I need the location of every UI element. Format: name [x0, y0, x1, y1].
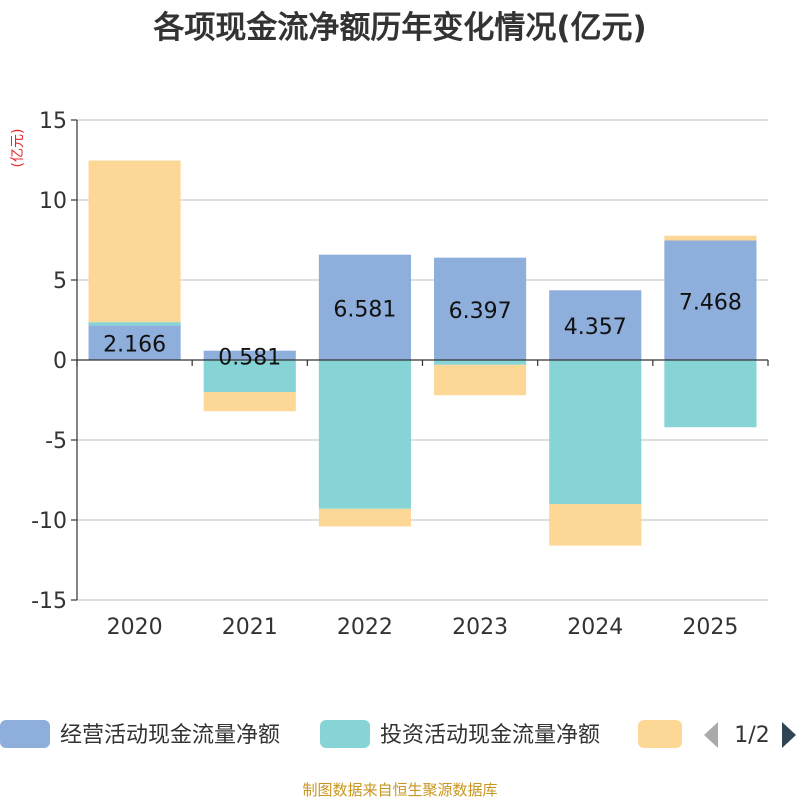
legend-label-investing[interactable]: 投资活动现金流量净额: [380, 723, 600, 748]
y-tick-label: 0: [53, 349, 67, 374]
axes: 15 10 5 0 -5 -10 -15 2020 2021 2022 2023 2024 2025: [31, 109, 769, 640]
legend-swatch-investing[interactable]: [320, 720, 370, 748]
legend: 经营活动现金流量净额 投资活动现金流量净额 1/2: [0, 720, 796, 748]
y-tick-label: 10: [39, 189, 67, 214]
gridlines: [77, 119, 768, 601]
legend-swatch-financing[interactable]: [638, 720, 682, 748]
bar-operating-2022[interactable]: [318, 254, 411, 360]
bar-operating-2021[interactable]: [203, 350, 296, 360]
x-tick-label: 2023: [452, 615, 508, 640]
bar-operating-2025[interactable]: [664, 240, 757, 360]
legend-swatch-operating[interactable]: [0, 720, 50, 748]
data-label: 2.166: [103, 333, 166, 358]
chart-title: 各项现金流净额历年变化情况(亿元): [152, 10, 646, 46]
x-tick-label: 2022: [337, 615, 393, 640]
bar-investing-2020[interactable]: [88, 322, 181, 326]
bar-financing-2021[interactable]: [203, 392, 296, 412]
data-label: 7.468: [679, 290, 742, 315]
bars: [88, 160, 757, 546]
y-tick-label: -10: [31, 509, 67, 534]
bar-investing-2025[interactable]: [664, 360, 757, 428]
bar-financing-2022[interactable]: [318, 508, 411, 527]
data-labels: 2.166 0.581 6.581 6.397 4.357 7.468: [103, 290, 742, 370]
y-tick-label: -5: [45, 429, 67, 454]
bar-investing-2022[interactable]: [318, 360, 411, 509]
y-axis-unit-label: (亿元): [10, 129, 26, 168]
legend-label-operating[interactable]: 经营活动现金流量净额: [60, 723, 280, 748]
bar-financing-2024[interactable]: [549, 504, 642, 546]
bar-operating-2020[interactable]: [88, 325, 181, 360]
legend-prev-page-icon[interactable]: [704, 722, 718, 748]
y-tick-label: 5: [53, 269, 67, 294]
bar-operating-2024[interactable]: [549, 290, 642, 360]
bar-financing-2020[interactable]: [88, 160, 181, 323]
bar-financing-2023[interactable]: [434, 364, 527, 396]
y-tick-label: -15: [31, 589, 67, 614]
bar-operating-2023[interactable]: [434, 257, 527, 360]
x-tick-label: 2024: [567, 615, 623, 640]
bar-financing-2025[interactable]: [664, 235, 757, 241]
data-label: 0.581: [218, 345, 281, 370]
legend-next-page-icon[interactable]: [782, 722, 796, 748]
data-label: 6.581: [333, 297, 396, 322]
y-tick-label: 15: [39, 109, 67, 134]
legend-page-indicator: 1/2: [734, 723, 769, 748]
x-tick-label: 2020: [107, 615, 163, 640]
bar-investing-2023[interactable]: [434, 360, 527, 365]
data-label: 6.397: [449, 299, 512, 324]
data-label: 4.357: [564, 315, 627, 340]
x-tick-label: 2021: [222, 615, 278, 640]
bar-investing-2024[interactable]: [549, 360, 642, 504]
data-source-note: 制图数据来自恒生聚源数据库: [302, 781, 497, 799]
bar-investing-2021[interactable]: [203, 360, 296, 392]
x-tick-label: 2025: [682, 615, 738, 640]
